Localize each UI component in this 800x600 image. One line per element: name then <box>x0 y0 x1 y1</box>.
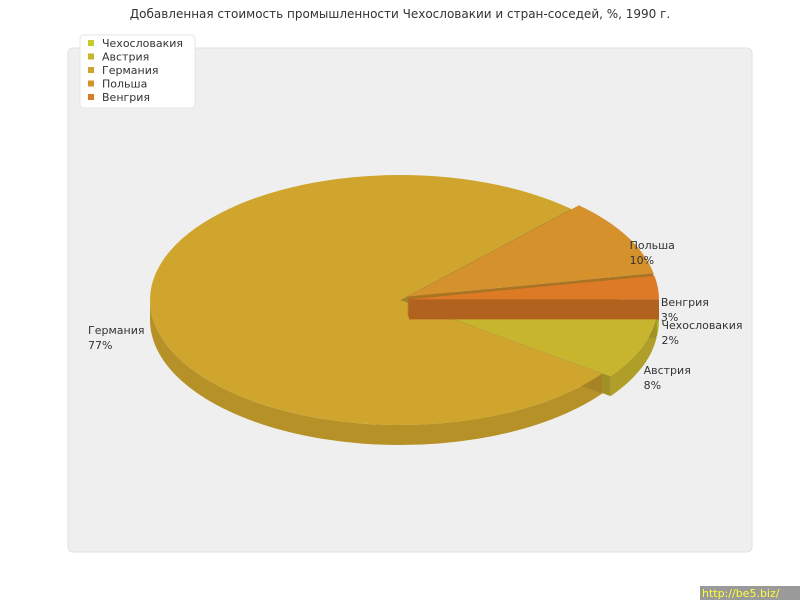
legend-box <box>79 34 196 109</box>
slice-cut <box>408 299 659 320</box>
slice-side <box>150 300 603 446</box>
watermark-bg <box>700 586 800 600</box>
slice-label: Венгрия <box>661 296 709 309</box>
slice-top <box>408 302 657 377</box>
legend-swatch <box>88 67 94 73</box>
pie-slice <box>408 275 659 320</box>
legend-swatch <box>88 94 94 100</box>
legend-swatch <box>88 40 94 46</box>
legend-label: Польша <box>102 78 147 91</box>
legend-swatch <box>88 53 94 60</box>
slice-value-label: 8% <box>644 379 661 392</box>
chart-title: Добавленная стоимость промышленности Чех… <box>130 7 671 21</box>
legend-label: Германия <box>102 64 158 77</box>
slice-value-label: 77% <box>88 339 112 352</box>
slice-label: Германия <box>88 324 144 337</box>
legend-label: Венгрия <box>102 91 150 104</box>
slice-top <box>150 175 603 425</box>
legend-label: Австрия <box>102 51 149 64</box>
slice-top <box>407 205 654 297</box>
slice-value-label: 10% <box>630 254 654 267</box>
slice-top <box>408 275 659 300</box>
slice-label: Польша <box>630 239 675 252</box>
slice-value-label: 3% <box>661 311 678 324</box>
slice-label: Австрия <box>644 364 691 377</box>
watermark: http://be5.biz/ <box>702 587 780 600</box>
legend-label: Чехословакия <box>102 37 183 50</box>
slice-side <box>610 318 657 397</box>
slice-label: Чехословакия <box>661 319 742 332</box>
legend-swatch <box>88 80 94 87</box>
slice-value-label: 2% <box>661 334 678 347</box>
